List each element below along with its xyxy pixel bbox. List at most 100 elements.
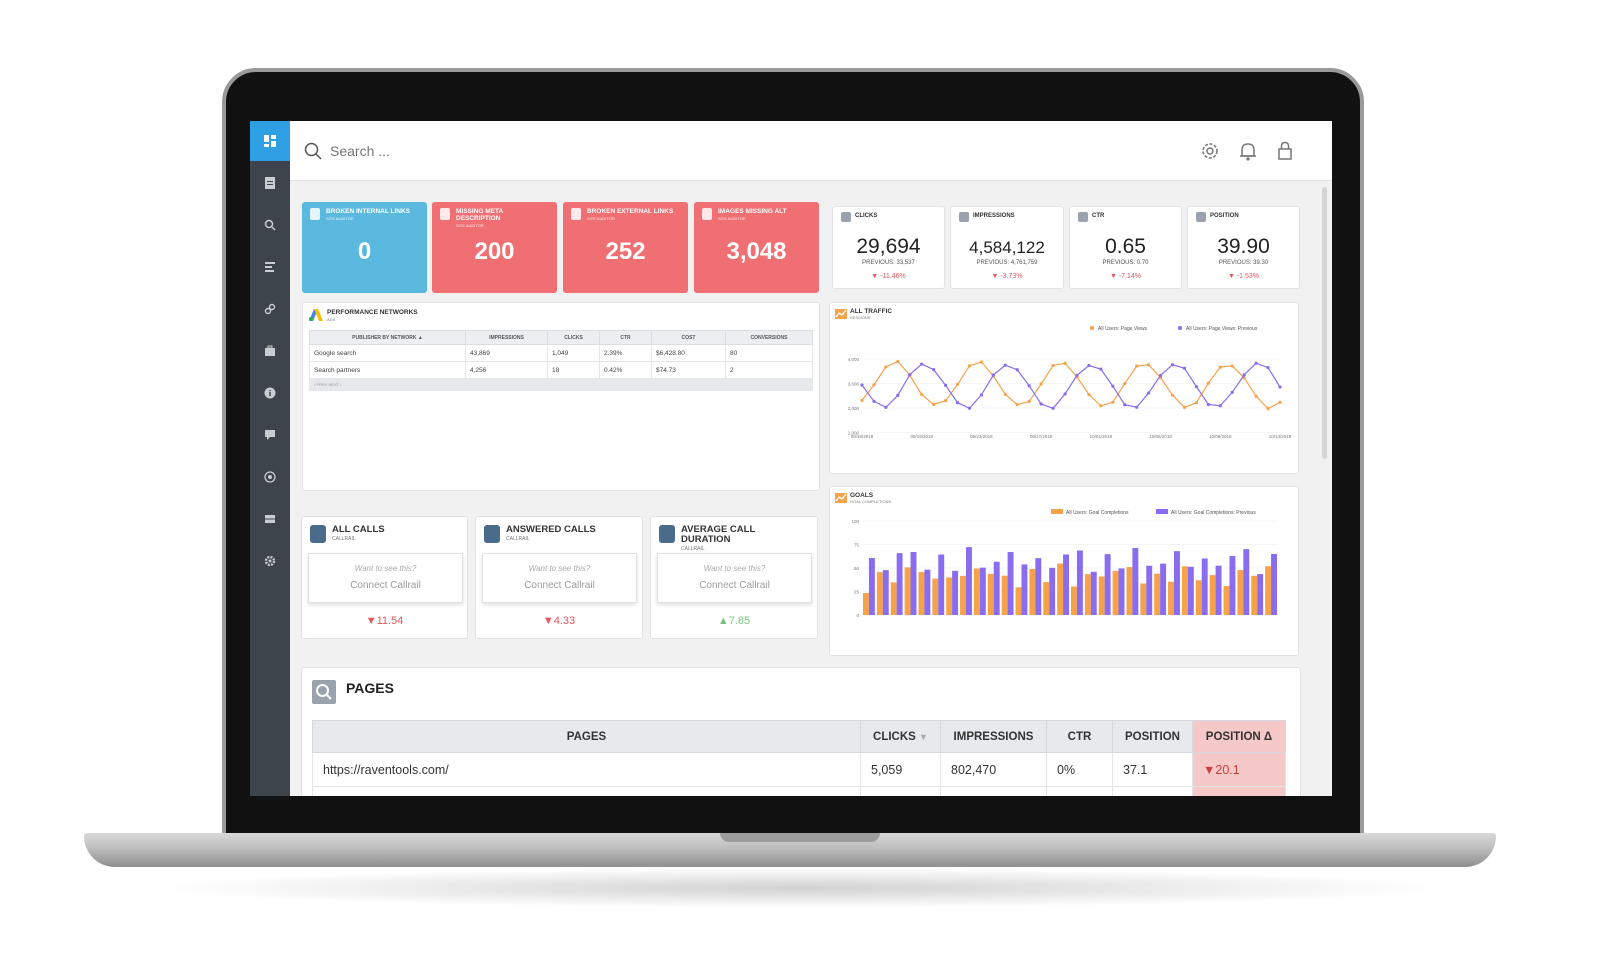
- sidebar-gear-icon[interactable]: [250, 541, 290, 581]
- panel-title: GOALS: [850, 492, 874, 499]
- kpi-images-missing-alt[interactable]: IMAGES MISSING ALT SITE AUDITOR 3,048: [694, 202, 819, 293]
- sidebar-dashboard-icon[interactable]: [250, 121, 290, 161]
- goal-bar: [890, 582, 897, 615]
- goal-bar: [1001, 575, 1008, 615]
- kpi-value: 200: [474, 238, 515, 265]
- page-views-point: [955, 382, 960, 387]
- page-views-point: [1135, 364, 1139, 368]
- goal-bar-previous: [1146, 565, 1153, 615]
- legend-label: All Users: Page Views: Previous: [1186, 326, 1258, 332]
- goal-bar-previous: [1007, 552, 1014, 615]
- magnifier-icon: [312, 680, 336, 704]
- col-header-impressions[interactable]: IMPRESSIONS: [940, 720, 1047, 753]
- metric-title: IMPRESSIONS: [973, 213, 1015, 219]
- page-views-previous-point: [967, 406, 972, 410]
- page-views-previous-point: [1003, 363, 1007, 367]
- page-views-point: [872, 383, 876, 387]
- col-header-position-delta[interactable]: POSITION Δ: [1192, 720, 1286, 753]
- goal-bar-previous: [1215, 565, 1222, 615]
- page-url-link[interactable]: https://raventools.com/: [312, 752, 861, 787]
- table-cell: 802,470: [940, 752, 1047, 787]
- col-header[interactable]: CONVERSIONS: [725, 330, 813, 345]
- settings-gear-icon[interactable]: [1198, 139, 1222, 163]
- page-views-previous-point: [1015, 368, 1019, 372]
- goal-bar: [987, 573, 994, 615]
- panel-title: ALL TRAFFIC: [850, 308, 893, 315]
- col-header[interactable]: COST: [651, 330, 726, 345]
- col-header[interactable]: PUBLISHER BY NETWORK ▲: [309, 330, 466, 345]
- table-cell: Google search: [309, 344, 466, 362]
- table-cell: 0.42%: [599, 361, 652, 379]
- analytics-icon: [835, 309, 847, 319]
- goal-bar-previous: [1271, 554, 1277, 615]
- connect-callrail-link[interactable]: Connect Callrail: [699, 580, 770, 591]
- table-cell: 18: [547, 361, 600, 379]
- kpi-broken-internal-links[interactable]: BROKEN INTERNAL LINKS SITE AUDITOR 0: [302, 202, 427, 293]
- metric-ctr[interactable]: CTR 0.65 PREVIOUS: 0.70 ▼ -7.14%: [1069, 206, 1182, 289]
- goal-bar-previous: [979, 567, 986, 615]
- col-header-pages[interactable]: PAGES: [312, 720, 861, 753]
- table-row: Search partners 4,256 18 0.42% $74.73 2: [309, 361, 813, 379]
- sidebar-briefcase-icon[interactable]: [250, 331, 290, 371]
- metric-clicks[interactable]: CLICKS 29,694 PREVIOUS: 33,537 ▼ -11.46%: [832, 206, 945, 289]
- goal-bar-previous: [910, 552, 917, 615]
- lock-icon[interactable]: [1273, 139, 1297, 163]
- page-views-point: [967, 364, 972, 368]
- table-row: Google search 43,869 1,049 2.39% $6,428.…: [309, 344, 813, 362]
- sidebar-link-icon[interactable]: [250, 289, 290, 329]
- page-views-previous-line: [861, 362, 1281, 410]
- page-views-point: [1266, 407, 1270, 411]
- bell-icon[interactable]: [1236, 139, 1260, 163]
- sidebar-search-icon[interactable]: [250, 205, 290, 245]
- table-pager[interactable]: ‹ PREV NEXT ›: [309, 378, 813, 391]
- location-pin-icon: [310, 525, 326, 543]
- col-header[interactable]: IMPRESSIONS: [465, 330, 548, 345]
- goal-bar: [1071, 586, 1077, 615]
- goal-bar: [1251, 575, 1258, 615]
- table-cell: [312, 786, 861, 796]
- table-cell: Search partners: [309, 361, 466, 379]
- metric-impressions[interactable]: IMPRESSIONS 4,584,122 PREVIOUS: 4,761,75…: [950, 206, 1064, 289]
- page-views-previous-point: [1051, 406, 1055, 410]
- metric-position[interactable]: POSITION 39.90 PREVIOUS: 39.30 ▼ -1.53%: [1187, 206, 1300, 289]
- search-console-icon: [1078, 212, 1088, 222]
- sidebar-document-icon[interactable]: [250, 163, 290, 203]
- sidebar-target-icon[interactable]: [250, 457, 290, 497]
- sidebar-chat-icon[interactable]: [250, 415, 290, 455]
- page-views-previous-point: [1039, 402, 1043, 406]
- search-icon: [304, 142, 322, 160]
- legend-label: All Users: Goal Completions: Previous: [1171, 510, 1256, 516]
- sidebar-info-icon[interactable]: [250, 373, 290, 413]
- page-views-point: [1051, 363, 1055, 368]
- y-tick-label: 25: [854, 590, 860, 595]
- page-views-point: [1027, 399, 1031, 404]
- goal-bar-previous: [1063, 554, 1069, 615]
- y-tick-label: 4,000: [848, 357, 860, 362]
- col-header[interactable]: CLICKS: [547, 330, 600, 345]
- col-header-clicks[interactable]: CLICKS ▼: [860, 720, 941, 753]
- page-views-point: [1003, 392, 1007, 396]
- col-header[interactable]: CTR: [599, 330, 652, 345]
- connect-callrail-link[interactable]: Connect Callrail: [350, 580, 421, 591]
- goal-bar: [1168, 581, 1174, 615]
- kpi-title: IMAGES MISSING ALT: [718, 208, 787, 215]
- kpi-broken-external-links[interactable]: BROKEN EXTERNAL LINKS SITE AUDITOR 252: [563, 202, 688, 293]
- sidebar-table-icon[interactable]: [250, 499, 290, 539]
- search-console-icon: [959, 212, 969, 222]
- sidebar-report-icon[interactable]: [250, 247, 290, 287]
- page-views-previous-point: [1087, 363, 1091, 368]
- search-input[interactable]: [330, 139, 630, 163]
- laptop-notch: [720, 833, 880, 842]
- goal-bar: [904, 567, 911, 615]
- goal-bar: [1015, 587, 1022, 615]
- prompt-text: Want to see this?: [528, 564, 591, 573]
- y-tick-label: 3,000: [848, 382, 860, 387]
- connect-callrail-link[interactable]: Connect Callrail: [524, 580, 595, 591]
- kpi-missing-meta-description[interactable]: MISSING META DESCRIPTION SITE AUDITOR 200: [432, 202, 557, 293]
- col-header-position[interactable]: POSITION: [1112, 720, 1193, 753]
- col-header-ctr[interactable]: CTR: [1046, 720, 1113, 753]
- call-card-subtitle: CALLRAIL: [332, 536, 356, 542]
- performance-networks-panel: PERFORMANCE NETWORKS ADS PUBLISHER BY NE…: [302, 302, 820, 491]
- kpi-subtitle: SITE AUDITOR: [456, 223, 484, 228]
- scrollbar-thumb[interactable]: [1322, 187, 1327, 459]
